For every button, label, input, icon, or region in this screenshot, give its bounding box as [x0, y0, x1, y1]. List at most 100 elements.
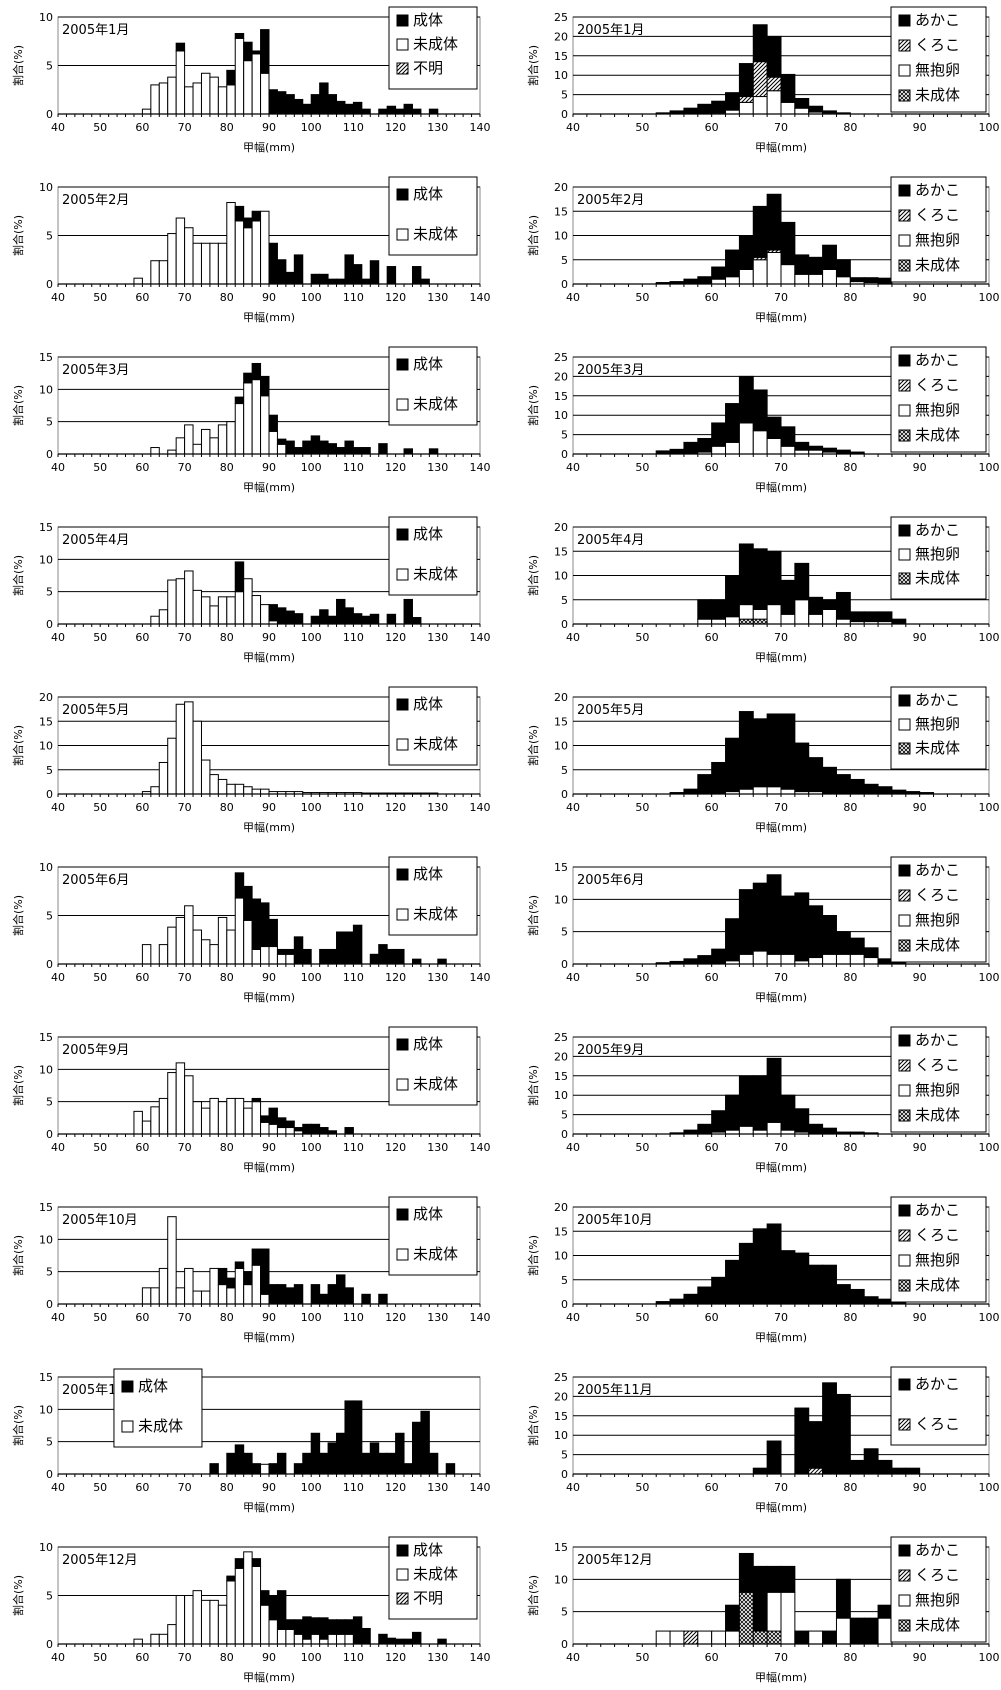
bar	[133, 1110, 143, 1135]
bar	[378, 1452, 388, 1475]
legend-label: 無抱卵	[915, 1251, 960, 1269]
y-tick-label: 0	[46, 618, 53, 631]
bar	[766, 1223, 782, 1305]
bar	[808, 957, 824, 965]
chart-panel: 0 5 10 40 50 60 70 80 90 100 110 120 130 140 甲幅(mm) 割合(…	[11, 176, 491, 324]
bar	[808, 757, 824, 793]
bar	[150, 447, 160, 455]
bar	[200, 72, 211, 115]
legend-swatch	[121, 1420, 134, 1433]
x-tick-label: 40	[566, 461, 580, 474]
bar	[766, 1565, 782, 1593]
y-tick-label: 10	[554, 1573, 568, 1586]
x-axis-title: 甲幅(mm)	[755, 1671, 807, 1684]
chart-panel: 0 5 10 15 40 50 60 70 80 90 100 110 120 130 140 甲幅(mm) 割…	[11, 1368, 491, 1514]
y-tick-label: 10	[39, 1233, 53, 1246]
bar	[683, 1630, 699, 1645]
x-tick-label: 40	[51, 291, 65, 304]
legend-label: 未成体	[413, 1245, 458, 1263]
bar	[669, 448, 685, 455]
panel-title: 2005年10月	[577, 1213, 653, 1228]
x-tick-label: 40	[566, 631, 580, 644]
legend-label: 未成体	[915, 1616, 960, 1634]
y-tick-label: 10	[39, 553, 53, 566]
bar	[200, 596, 211, 625]
x-tick-label: 130	[427, 1141, 448, 1154]
y-tick-label: 20	[554, 691, 568, 704]
y-tick-label: 10	[554, 740, 568, 753]
bar	[822, 599, 837, 610]
bar	[738, 422, 754, 455]
x-tick-label: 40	[566, 121, 580, 134]
x-axis-title: 甲幅(mm)	[243, 311, 295, 324]
legend-swatch	[396, 1568, 409, 1581]
bar	[835, 931, 851, 955]
bar	[336, 931, 346, 965]
y-tick-label: 0	[46, 108, 53, 121]
legend-label: 成体	[138, 1377, 168, 1395]
bar	[808, 1421, 824, 1469]
bar	[711, 948, 727, 965]
bar	[268, 242, 278, 285]
legend-swatch	[396, 1592, 409, 1605]
y-tick-label: 0	[561, 1468, 568, 1481]
legend-label: 未成体	[915, 569, 960, 587]
bar	[683, 1293, 699, 1305]
bar	[669, 1298, 685, 1305]
bar	[378, 944, 388, 965]
bar	[344, 103, 354, 115]
bar	[209, 1599, 219, 1645]
bar	[175, 217, 186, 285]
x-tick-label: 90	[913, 801, 927, 814]
bar	[344, 1127, 354, 1135]
y-tick-label: 0	[46, 1298, 53, 1311]
bar	[150, 1106, 160, 1135]
bar	[192, 1101, 202, 1135]
x-tick-label: 90	[262, 631, 276, 644]
bar	[683, 788, 699, 795]
bar	[251, 1565, 262, 1645]
bar	[711, 278, 727, 285]
bar	[175, 916, 186, 965]
bar	[175, 1062, 186, 1135]
bar	[167, 1624, 177, 1645]
y-tick-label: 20	[554, 1201, 568, 1214]
legend-label: 無抱卵	[915, 231, 960, 249]
x-tick-label: 110	[343, 291, 364, 304]
bar	[352, 613, 363, 625]
x-tick-label: 50	[635, 121, 649, 134]
y-tick-label: 20	[554, 1050, 568, 1063]
bar	[310, 94, 321, 115]
x-tick-label: 70	[178, 1651, 192, 1664]
bar	[260, 1590, 270, 1606]
y-tick-label: 10	[554, 1429, 568, 1442]
bar	[251, 1097, 262, 1103]
bar	[268, 1107, 278, 1125]
bar	[808, 105, 824, 113]
y-tick-label: 5	[46, 910, 53, 923]
legend-label: 未成体	[915, 426, 960, 444]
bar	[822, 1630, 837, 1645]
y-tick-label: 5	[46, 416, 53, 429]
x-tick-label: 80	[220, 971, 234, 984]
bar	[150, 786, 160, 795]
x-tick-label: 60	[135, 291, 149, 304]
legend-label: あかこ	[915, 861, 960, 879]
x-tick-label: 110	[343, 1651, 364, 1664]
x-tick-label: 130	[427, 291, 448, 304]
bar	[276, 607, 287, 625]
x-tick-label: 130	[427, 801, 448, 814]
y-tick-label: 0	[46, 278, 53, 291]
bar	[780, 73, 796, 103]
bar	[158, 944, 169, 965]
x-tick-label: 90	[913, 1311, 927, 1324]
x-tick-label: 100	[301, 631, 322, 644]
y-tick-label: 5	[561, 1109, 568, 1122]
y-tick-label: 25	[554, 1371, 568, 1384]
bar	[344, 607, 354, 625]
x-tick-label: 50	[635, 1141, 649, 1154]
y-tick-label: 5	[561, 254, 568, 267]
bar	[251, 1248, 262, 1266]
y-tick-label: 15	[554, 1541, 568, 1554]
legend-swatch	[898, 1109, 911, 1122]
